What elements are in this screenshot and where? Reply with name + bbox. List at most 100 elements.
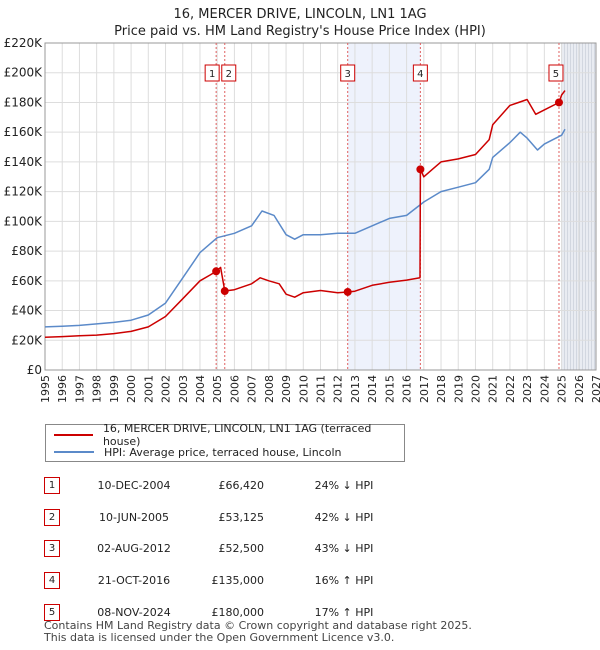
sale-date: 08-NOV-2024 xyxy=(97,605,171,619)
x-tick-label: 2015 xyxy=(383,375,396,403)
footer-license: This data is licensed under the Open Gov… xyxy=(44,631,395,644)
sale-price: £53,125 xyxy=(218,510,265,524)
sale-4-point xyxy=(416,165,425,174)
label-box-frame xyxy=(204,64,220,82)
y-tick-label: £220K xyxy=(4,36,44,50)
sale-5-label-box: 5 xyxy=(548,64,564,82)
y-tick-label: £80K xyxy=(11,244,43,258)
sale-2-label-box: 2 xyxy=(221,64,237,82)
label-box-text: 4 xyxy=(417,69,423,80)
x-tick-label: 2024 xyxy=(538,375,551,403)
legend-entry-property: 16, MERCER DRIVE, LINCOLN, LN1 1AG (terr… xyxy=(54,422,404,448)
x-tick-label: 2012 xyxy=(332,375,345,403)
y-tick-label: £180K xyxy=(4,95,44,109)
x-tick-label: 2005 xyxy=(211,375,224,403)
sale-date: 10-JUN-2005 xyxy=(98,510,170,524)
table-row: 1 10-DEC-2004 £66,420 24% ↓ HPI xyxy=(44,470,404,502)
x-tick-label: 1995 xyxy=(39,375,52,403)
x-tick-label: 2026 xyxy=(573,375,586,403)
sale-price: £135,000 xyxy=(211,574,265,588)
property-series-line xyxy=(44,90,566,339)
x-tick-label: 2006 xyxy=(228,375,241,403)
y-tick-label: £140K xyxy=(4,155,44,169)
footer-copyright: Contains HM Land Registry data © Crown c… xyxy=(44,619,472,632)
x-tick-label: 1999 xyxy=(108,375,121,403)
x-tick-label: 2014 xyxy=(366,375,379,403)
x-tick-label: 2021 xyxy=(487,375,500,403)
shaded-range-between-sales xyxy=(347,43,421,370)
x-tick-label: 2023 xyxy=(521,375,534,403)
sale-1-label-box: 1 xyxy=(204,64,220,82)
x-tick-label: 2025 xyxy=(556,375,569,403)
chart-title: 16, MERCER DRIVE, LINCOLN, LN1 1AG Price… xyxy=(0,6,600,40)
sale-hpi-diff: 43% ↓ HPI xyxy=(314,542,374,556)
footer-attribution: Contains HM Land Registry data © Crown c… xyxy=(44,620,472,644)
legend-label-property: 16, MERCER DRIVE, LINCOLN, LN1 1AG (terr… xyxy=(102,422,372,448)
sale-hpi-diff: 16% ↑ HPI xyxy=(314,574,374,588)
x-tick-label: 2004 xyxy=(194,375,207,403)
x-tick-label: 2018 xyxy=(435,375,448,403)
x-tick-label: 2003 xyxy=(177,375,190,403)
legend-label-hpi: HPI: Average price, terraced house, Linc… xyxy=(104,445,342,459)
x-tick-label: 2020 xyxy=(469,375,482,403)
sale-price: £52,500 xyxy=(218,542,265,556)
x-tick-label: 1996 xyxy=(56,375,69,403)
sale-2-point xyxy=(220,287,229,296)
sale-3-point xyxy=(343,287,352,296)
sale-marker-label: 3 xyxy=(44,540,60,558)
sale-marker-label: 4 xyxy=(44,572,60,590)
x-tick-label: 1997 xyxy=(73,375,86,403)
sale-3-label-box: 3 xyxy=(340,64,356,82)
label-box-frame xyxy=(548,64,564,82)
label-box-text: 1 xyxy=(209,69,215,80)
sale-marker-label: 1 xyxy=(44,477,60,495)
label-box-text: 2 xyxy=(226,69,232,80)
label-box-frame xyxy=(412,64,428,82)
sale-date: 10-DEC-2004 xyxy=(97,479,171,493)
label-box-frame xyxy=(221,64,237,82)
x-tick-label: 2010 xyxy=(297,375,310,403)
label-box-text: 5 xyxy=(553,69,559,80)
legend-swatch-property xyxy=(54,434,93,436)
title-address: 16, MERCER DRIVE, LINCOLN, LN1 1AG xyxy=(173,7,427,22)
x-tick-label: 2011 xyxy=(315,375,328,403)
x-tick-label: 2001 xyxy=(142,375,155,403)
sale-date: 02-AUG-2012 xyxy=(97,542,171,556)
table-row: 2 10-JUN-2005 £53,125 42% ↓ HPI xyxy=(44,502,404,534)
x-tick-label: 2008 xyxy=(263,375,276,403)
x-tick-label: 2019 xyxy=(452,375,465,403)
price-chart: £0 £20K £40K £60K £80K £100K £120K £140K £160K £1… xyxy=(4,36,600,403)
sale-1-point xyxy=(212,267,221,276)
sale-5-point xyxy=(554,98,563,107)
x-tick-label: 2002 xyxy=(160,375,173,403)
sale-marker-label: 2 xyxy=(44,508,60,526)
y-tick-label: £200K xyxy=(4,66,44,80)
table-row: 5 08-NOV-2024 £180,000 17% ↑ HPI xyxy=(44,596,404,628)
x-tick-label: 2016 xyxy=(401,375,414,403)
label-box-text: 3 xyxy=(345,69,351,80)
x-tick-label: 2027 xyxy=(590,375,600,403)
y-tick-label: £120K xyxy=(4,185,44,199)
x-tick-label: 2013 xyxy=(349,375,362,403)
label-box-frame xyxy=(340,64,356,82)
plot-frame xyxy=(44,42,597,371)
y-tick-label: £40K xyxy=(11,304,43,318)
sale-date: 21-OCT-2016 xyxy=(97,574,171,588)
y-tick-label: £100K xyxy=(4,214,44,228)
title-subtitle: Price paid vs. HM Land Registry's House … xyxy=(114,24,486,39)
sale-hpi-diff: 24% ↓ HPI xyxy=(314,479,374,493)
x-tick-label: 2000 xyxy=(125,375,138,403)
y-tick-label: £20K xyxy=(11,333,43,347)
legend-swatch-hpi xyxy=(54,451,94,453)
table-row: 3 02-AUG-2012 £52,500 43% ↓ HPI xyxy=(44,533,404,565)
sale-marker-label: 5 xyxy=(44,603,60,621)
chart-legend: 16, MERCER DRIVE, LINCOLN, LN1 1AG (terr… xyxy=(45,422,405,462)
x-tick-label: 2007 xyxy=(246,375,259,403)
x-tick-label: 2009 xyxy=(280,375,293,403)
x-tick-label: 1998 xyxy=(91,375,104,403)
sale-price: £66,420 xyxy=(218,479,265,493)
sale-price: £180,000 xyxy=(211,605,265,619)
legend-entry-hpi: HPI: Average price, terraced house, Linc… xyxy=(54,444,341,460)
sale-hpi-diff: 17% ↑ HPI xyxy=(314,605,374,619)
y-tick-label: £160K xyxy=(4,125,44,139)
